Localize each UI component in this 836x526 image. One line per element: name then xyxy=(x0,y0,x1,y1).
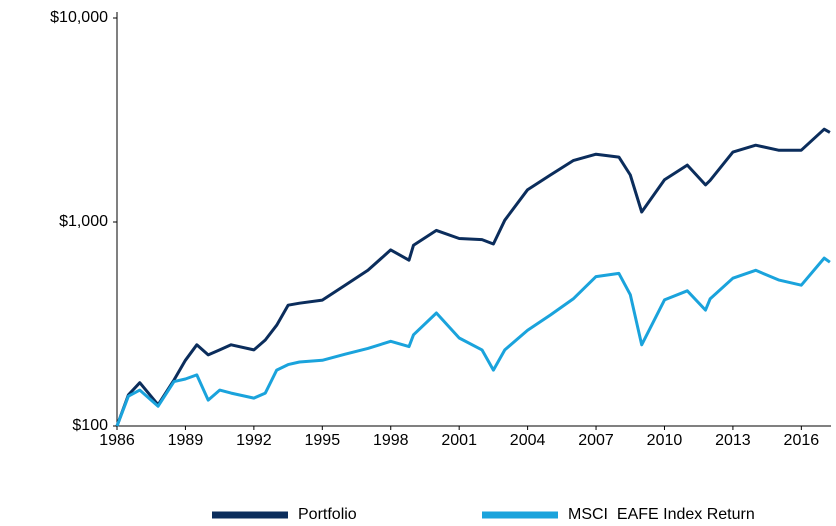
legend-label: Portfolio xyxy=(298,506,357,523)
series-line xyxy=(115,256,831,427)
x-tick-label: 2010 xyxy=(647,432,683,449)
x-tick-label: 1986 xyxy=(99,432,135,449)
x-tick-label: 2004 xyxy=(510,432,546,449)
x-tick-label: 2013 xyxy=(715,432,751,449)
y-tick-label: $100 xyxy=(72,417,108,434)
x-tick-label: 1989 xyxy=(168,432,204,449)
x-tick-label: 2016 xyxy=(784,432,820,449)
legend-label: MSCI EAFE Index Return xyxy=(568,506,755,523)
x-tick-label: 1992 xyxy=(236,432,272,449)
y-tick-label: $1,000 xyxy=(59,213,108,230)
series-line xyxy=(115,127,831,427)
x-tick-label: 2001 xyxy=(441,432,477,449)
x-tick-label: 2007 xyxy=(578,432,614,449)
x-tick-label: 1995 xyxy=(305,432,341,449)
x-tick-label: 1998 xyxy=(373,432,409,449)
y-tick-label: $10,000 xyxy=(50,9,108,26)
